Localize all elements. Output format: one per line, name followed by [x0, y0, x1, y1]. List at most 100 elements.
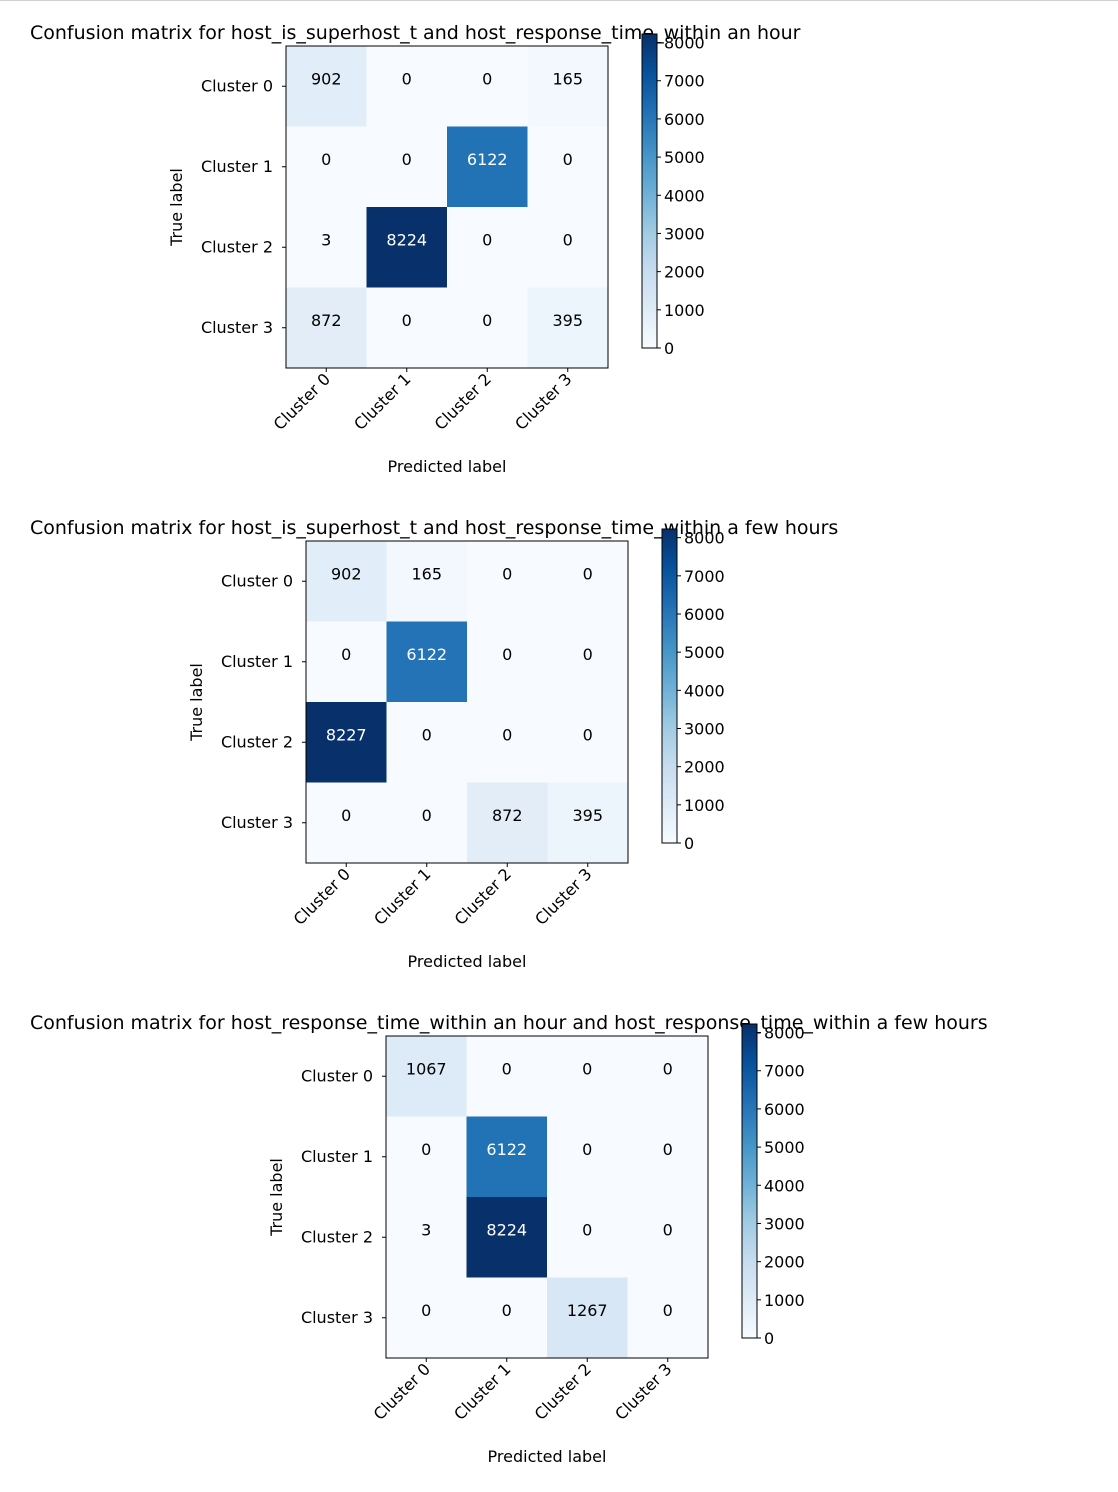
y-axis: Cluster 0 Cluster 1 Cluster 2 Cluster 3	[201, 76, 286, 337]
cell-values: 1067 0 0 0 0 6122 0 0 3 8224 0 0 0 0 1267 0	[406, 1059, 673, 1320]
colorbar-gradient	[641, 33, 658, 349]
cell-value-r1-c1: 0	[402, 150, 412, 169]
cell-value-r2-c2: 0	[502, 725, 512, 744]
cell-value-r0-c2: 0	[482, 69, 492, 88]
cell-value-r1-c0: 0	[321, 150, 331, 169]
x-tick-label: Cluster 3	[531, 864, 595, 928]
cell-value-r0-c3: 0	[583, 564, 593, 583]
matrix-cell-r0-c3	[547, 541, 629, 622]
cell-value-r0-c1: 165	[411, 564, 442, 583]
cell-value-r1-c2: 0	[582, 1140, 592, 1159]
colorbar-tick-label: 5000	[684, 643, 725, 662]
x-tick-label: Cluster 1	[350, 369, 414, 433]
matrix-cell-r2-c2	[547, 1197, 628, 1278]
matrix-cell-r2-c1	[466, 1197, 548, 1278]
y-tick-label: Cluster 3	[221, 813, 293, 832]
matrix-cells	[286, 46, 609, 369]
cell-value-r2-c1: 0	[422, 725, 432, 744]
cell-value-r3-c1: 0	[422, 806, 432, 825]
matrix-cell-r2-c3	[527, 207, 609, 288]
cell-values: 902 0 0 165 0 0 6122 0 3 8224 0 0 872 0 0 395	[311, 69, 583, 330]
matrix-cell-r2-c2	[467, 702, 548, 783]
colorbar: 0 1000 2000 3000 4000 5000 6000 7000 8000	[741, 1023, 805, 1348]
cell-values: 902 165 0 0 0 6122 0 0 8227 0 0 0 0 0 872 395	[326, 564, 603, 825]
colorbar-tick-label: 1000	[684, 796, 725, 815]
cell-value-r3-c3: 395	[552, 311, 583, 330]
x-axis: Cluster 0 Cluster 1 Cluster 2 Cluster 3	[290, 863, 596, 929]
x-tick-label: Cluster 0	[270, 369, 334, 433]
matrix-cell-r0-c0	[286, 46, 367, 127]
y-tick-label: Cluster 3	[201, 318, 273, 337]
matrix-cell-r3-c0	[386, 1277, 467, 1359]
matrix-cell-r1-c1	[386, 621, 468, 703]
cell-value-r2-c0: 8227	[326, 725, 367, 744]
cell-value-r2-c0: 3	[321, 230, 331, 249]
cell-value-r3-c3: 395	[572, 806, 603, 825]
y-axis: Cluster 0 Cluster 1 Cluster 2 Cluster 3	[301, 1066, 386, 1327]
cell-value-r1-c0: 0	[421, 1140, 431, 1159]
y-axis: Cluster 0 Cluster 1 Cluster 2 Cluster 3	[221, 571, 306, 832]
matrix-cell-r2-c3	[627, 1197, 709, 1278]
cell-value-r0-c2: 0	[582, 1059, 592, 1078]
x-tick-label: Cluster 2	[451, 864, 515, 928]
cell-value-r1-c0: 0	[341, 645, 351, 664]
matrix-cell-r0-c1	[386, 541, 468, 622]
colorbar-tick-label: 6000	[664, 110, 705, 129]
colorbar-tick-label: 3000	[684, 719, 725, 738]
matrix-cell-r1-c3	[527, 126, 609, 208]
matrix-cell-r1-c2	[447, 126, 528, 208]
matrix-cell-r0-c0	[306, 541, 387, 622]
cell-value-r0-c0: 1067	[406, 1059, 447, 1078]
matrix-cell-r0-c3	[627, 1036, 709, 1117]
matrix-cell-r0-c1	[366, 46, 448, 127]
y-tick-label: Cluster 1	[221, 652, 293, 671]
colorbar-tick-label: 1000	[764, 1291, 805, 1310]
y-tick-label: Cluster 2	[301, 1227, 373, 1246]
cell-value-r1-c1: 6122	[406, 645, 447, 664]
colorbar-tick-label: 5000	[764, 1138, 805, 1157]
cell-value-r2-c3: 0	[563, 230, 573, 249]
colorbar-gradient	[661, 528, 678, 844]
matrix-cell-r3-c2	[547, 1277, 628, 1359]
matrix-cell-r3-c1	[466, 1277, 548, 1359]
colorbar-tick-label: 4000	[684, 681, 725, 700]
output-top-border	[0, 0, 1118, 1]
matrix-cell-r0-c1	[466, 1036, 548, 1117]
colorbar-tick-label: 2000	[684, 758, 725, 777]
y-tick-label: Cluster 1	[301, 1147, 373, 1166]
colorbar-tick-label: 5000	[664, 148, 705, 167]
cell-value-r3-c2: 1267	[567, 1301, 608, 1320]
x-tick-label: Cluster 2	[431, 369, 495, 433]
axes-frame	[285, 45, 609, 369]
cell-value-r3-c0: 872	[311, 311, 342, 330]
matrix-cell-r3-c3	[627, 1277, 709, 1359]
colorbar: 0 1000 2000 3000 4000 5000 6000 7000 8000	[641, 33, 705, 358]
y-axis-label: True label	[267, 1158, 286, 1237]
matrix-cell-r1-c3	[627, 1116, 709, 1198]
cell-value-r1-c1: 6122	[486, 1140, 527, 1159]
cell-value-r0-c1: 0	[502, 1059, 512, 1078]
x-tick-label: Cluster 0	[370, 1359, 434, 1423]
colorbar-tick-label: 8000	[764, 1024, 805, 1043]
matrix-cell-r1-c1	[366, 126, 448, 208]
chart-title: Confusion matrix for host_is_superhost_t…	[30, 22, 801, 44]
y-axis-label: True label	[187, 663, 206, 742]
matrix-cell-r3-c3	[547, 782, 629, 864]
matrix-cell-r0-c3	[527, 46, 609, 127]
cell-value-r2-c3: 0	[663, 1220, 673, 1239]
confusion-matrix-chart-2: Confusion matrix for host_is_superhost_t…	[0, 517, 1118, 997]
colorbar-tick-label: 3000	[664, 224, 705, 243]
cell-value-r3-c0: 0	[341, 806, 351, 825]
matrix-cell-r0-c2	[547, 1036, 628, 1117]
confusion-matrix-chart-3: Confusion matrix for host_response_time_…	[0, 1012, 1118, 1492]
y-tick-label: Cluster 0	[301, 1066, 373, 1085]
colorbar-tick-label: 6000	[764, 1100, 805, 1119]
matrix-cells	[306, 541, 629, 864]
y-tick-label: Cluster 3	[301, 1308, 373, 1327]
y-tick-label: Cluster 0	[201, 76, 273, 95]
colorbar: 0 1000 2000 3000 4000 5000 6000 7000 8000	[661, 528, 725, 853]
cell-value-r0-c1: 0	[402, 69, 412, 88]
cell-value-r0-c3: 0	[663, 1059, 673, 1078]
